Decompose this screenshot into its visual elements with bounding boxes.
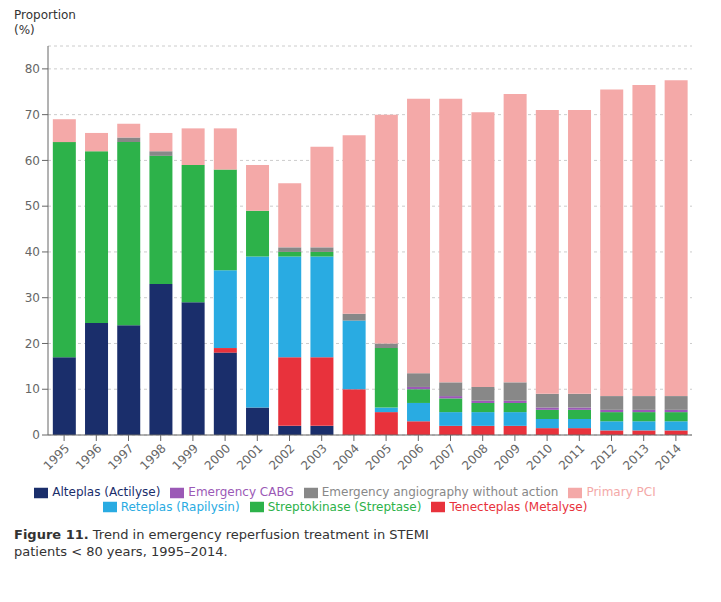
svg-text:60: 60 <box>25 154 40 168</box>
svg-text:1995: 1995 <box>41 441 72 472</box>
svg-text:20: 20 <box>25 337 40 351</box>
svg-text:40: 40 <box>25 245 40 259</box>
svg-text:2009: 2009 <box>492 441 523 472</box>
svg-text:0: 0 <box>32 428 40 442</box>
svg-text:80: 80 <box>25 62 40 76</box>
svg-text:2014: 2014 <box>653 441 684 472</box>
svg-text:10: 10 <box>25 382 40 396</box>
svg-text:2011: 2011 <box>556 441 587 472</box>
html-text:Emergency angiography without: Emergency angiography without action <box>321 485 559 499</box>
svg-text:2005: 2005 <box>363 441 394 472</box>
svg-text:30: 30 <box>25 291 40 305</box>
svg-text:2006: 2006 <box>395 441 426 472</box>
svg-text:50: 50 <box>25 199 40 213</box>
svg-text:1998: 1998 <box>137 441 168 472</box>
html-text:Emergency CABG: Emergency CABG <box>188 485 294 499</box>
html-text:Figure 11. Trend in emergency: Figure 11. Trend in emergency reperfusio… <box>14 527 429 559</box>
svg-text:2012: 2012 <box>588 441 619 472</box>
svg-text:2003: 2003 <box>298 441 329 472</box>
html-text:Streptokinase (Streptase): Streptokinase (Streptase) <box>267 499 422 514</box>
html-text:Tenecteplas (Metalyse): Tenecteplas (Metalyse) <box>449 499 588 514</box>
html-text:Alteplas (Actilyse): Alteplas (Actilyse) <box>52 485 161 499</box>
svg-text:2013: 2013 <box>620 441 651 472</box>
svg-text:2010: 2010 <box>524 441 555 472</box>
svg-text:2004: 2004 <box>331 441 362 472</box>
svg-text:1996: 1996 <box>73 441 104 472</box>
svg-text:2000: 2000 <box>202 441 233 472</box>
svg-text:2002: 2002 <box>266 441 297 472</box>
svg-text:1997: 1997 <box>105 441 136 472</box>
svg-text:2001: 2001 <box>234 441 265 472</box>
svg-text:70: 70 <box>25 108 40 122</box>
html-text:Primary PCI: Primary PCI <box>586 485 656 499</box>
html-text:Reteplas (Rapilysin): Reteplas (Rapilysin) <box>120 499 240 514</box>
svg-text:2007: 2007 <box>427 441 458 472</box>
svg-text:1999: 1999 <box>170 441 201 472</box>
html-text:Proportion: Proportion <box>14 8 76 22</box>
svg-text:2008: 2008 <box>459 441 490 472</box>
